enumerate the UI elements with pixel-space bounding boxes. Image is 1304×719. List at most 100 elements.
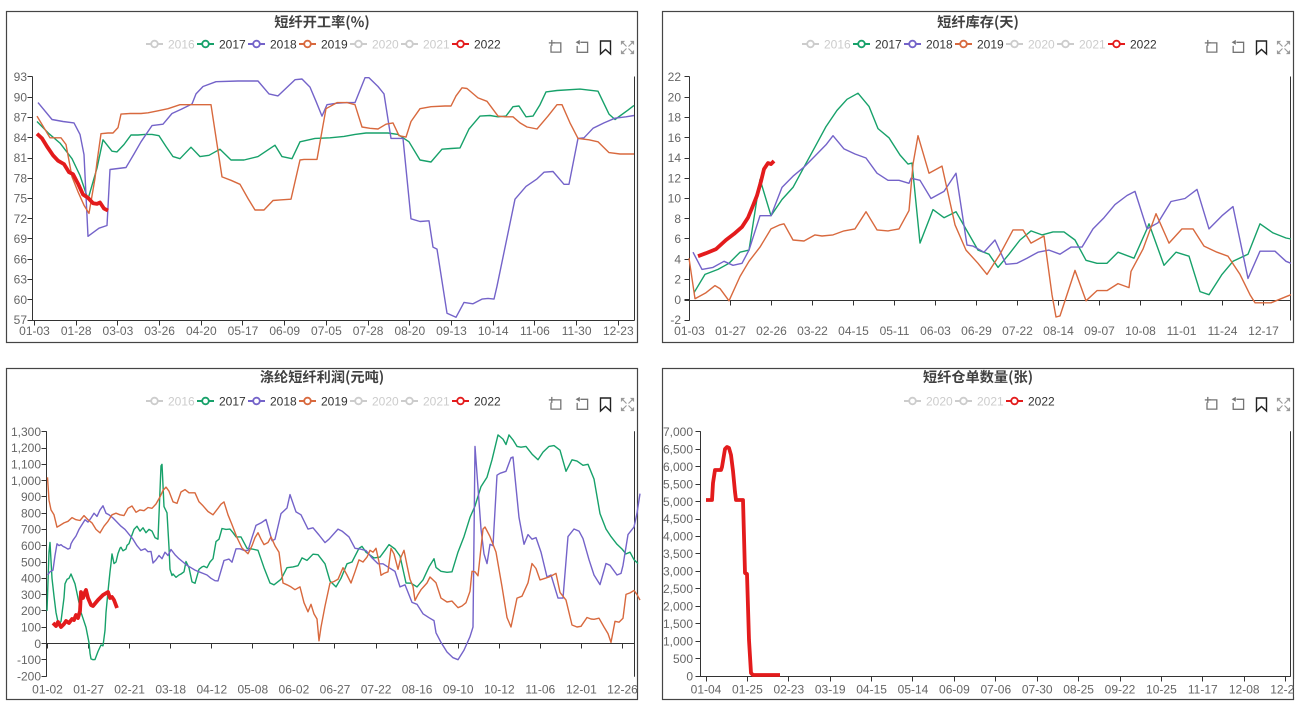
svg-text:08-16: 08-16	[402, 683, 433, 697]
svg-text:10-14: 10-14	[478, 324, 509, 338]
svg-text:6: 6	[674, 232, 681, 246]
svg-text:14: 14	[668, 151, 682, 165]
svg-text:11-30: 11-30	[562, 324, 592, 338]
svg-text:12: 12	[668, 171, 682, 185]
svg-text:06-29: 06-29	[961, 324, 992, 338]
svg-text:03-03: 03-03	[103, 324, 134, 338]
svg-text:12-01: 12-01	[566, 683, 597, 697]
svg-text:3,000: 3,000	[663, 565, 693, 579]
svg-text:69: 69	[14, 232, 28, 246]
svg-text:05-14: 05-14	[898, 683, 929, 697]
svg-text:-200: -200	[17, 669, 41, 683]
svg-text:2021: 2021	[423, 37, 450, 51]
svg-text:10-25: 10-25	[1146, 683, 1177, 697]
svg-text:12-17: 12-17	[1248, 324, 1279, 338]
svg-text:03-19: 03-19	[815, 683, 846, 697]
svg-text:04-20: 04-20	[186, 324, 217, 338]
svg-text:05-11: 05-11	[880, 324, 910, 338]
svg-text:12-26: 12-26	[607, 683, 638, 697]
svg-text:1,500: 1,500	[663, 617, 693, 631]
svg-text:66: 66	[14, 252, 28, 266]
svg-text:200: 200	[21, 604, 41, 618]
svg-text:06-03: 06-03	[920, 324, 951, 338]
svg-text:01-25: 01-25	[732, 683, 763, 697]
svg-text:75: 75	[14, 192, 28, 206]
svg-text:01-03: 01-03	[674, 324, 705, 338]
svg-text:07-06: 07-06	[980, 683, 1011, 697]
svg-text:63: 63	[14, 273, 28, 287]
svg-text:1,300: 1,300	[11, 425, 41, 439]
svg-text:72: 72	[14, 212, 28, 226]
svg-text:84: 84	[14, 131, 28, 145]
svg-text:2020: 2020	[372, 37, 399, 51]
svg-text:03-26: 03-26	[144, 324, 175, 338]
svg-text:01-27: 01-27	[715, 324, 746, 338]
svg-text:2017: 2017	[875, 37, 902, 51]
svg-text:06-09: 06-09	[939, 683, 970, 697]
svg-text:06-09: 06-09	[269, 324, 300, 338]
svg-text:1,200: 1,200	[11, 441, 41, 455]
svg-text:2021: 2021	[423, 394, 450, 408]
svg-text:500: 500	[21, 555, 41, 569]
svg-text:-2: -2	[670, 313, 681, 327]
svg-text:05-08: 05-08	[237, 683, 268, 697]
svg-text:03-18: 03-18	[155, 683, 186, 697]
svg-text:04-12: 04-12	[196, 683, 227, 697]
svg-text:2020: 2020	[926, 394, 953, 408]
svg-text:03-22: 03-22	[797, 324, 828, 338]
svg-text:600: 600	[21, 539, 41, 553]
svg-text:900: 900	[21, 490, 41, 504]
svg-text:800: 800	[21, 506, 41, 520]
svg-text:06-27: 06-27	[320, 683, 351, 697]
svg-text:300: 300	[21, 588, 41, 602]
svg-text:2018: 2018	[926, 37, 953, 51]
svg-text:4,500: 4,500	[663, 512, 693, 526]
svg-text:90: 90	[14, 91, 28, 105]
svg-text:2,500: 2,500	[663, 582, 693, 596]
svg-text:01-02: 01-02	[32, 683, 63, 697]
svg-text:3,500: 3,500	[663, 547, 693, 561]
svg-text:7,000: 7,000	[663, 425, 693, 439]
svg-text:2022: 2022	[474, 394, 501, 408]
svg-text:2020: 2020	[372, 394, 399, 408]
svg-text:2016: 2016	[824, 37, 851, 51]
svg-text:09-13: 09-13	[436, 324, 467, 338]
svg-text:5,500: 5,500	[663, 477, 693, 491]
svg-text:2019: 2019	[321, 394, 348, 408]
svg-text:2019: 2019	[321, 37, 348, 51]
svg-text:12-29: 12-29	[1270, 683, 1301, 697]
svg-text:1,000: 1,000	[11, 474, 41, 488]
svg-text:2017: 2017	[219, 394, 246, 408]
svg-text:2021: 2021	[1079, 37, 1106, 51]
svg-text:01-03: 01-03	[19, 324, 50, 338]
svg-text:11-06: 11-06	[525, 683, 555, 697]
svg-text:93: 93	[14, 70, 28, 84]
svg-text:06-02: 06-02	[279, 683, 310, 697]
svg-text:0: 0	[674, 293, 681, 307]
svg-text:2,000: 2,000	[663, 600, 693, 614]
svg-text:60: 60	[14, 293, 28, 307]
svg-text:01-27: 01-27	[73, 683, 104, 697]
svg-text:2019: 2019	[977, 37, 1004, 51]
svg-text:02-26: 02-26	[756, 324, 787, 338]
svg-text:08-25: 08-25	[1063, 683, 1094, 697]
svg-text:18: 18	[668, 111, 682, 125]
svg-text:2018: 2018	[270, 37, 297, 51]
svg-text:100: 100	[21, 621, 41, 635]
svg-text:09-22: 09-22	[1105, 683, 1136, 697]
svg-text:07-28: 07-28	[353, 324, 384, 338]
svg-text:09-10: 09-10	[443, 683, 474, 697]
svg-text:02-23: 02-23	[773, 683, 804, 697]
svg-text:01-04: 01-04	[691, 683, 722, 697]
svg-text:10: 10	[668, 192, 682, 206]
svg-text:02-21: 02-21	[114, 683, 145, 697]
svg-text:2016: 2016	[168, 37, 195, 51]
svg-text:2017: 2017	[219, 37, 246, 51]
svg-text:78: 78	[14, 171, 28, 185]
svg-text:22: 22	[668, 70, 682, 84]
svg-text:1,100: 1,100	[11, 458, 41, 472]
svg-text:2: 2	[674, 273, 681, 287]
svg-text:400: 400	[21, 572, 41, 586]
svg-text:07-22: 07-22	[361, 683, 392, 697]
svg-text:11-24: 11-24	[1208, 324, 1238, 338]
